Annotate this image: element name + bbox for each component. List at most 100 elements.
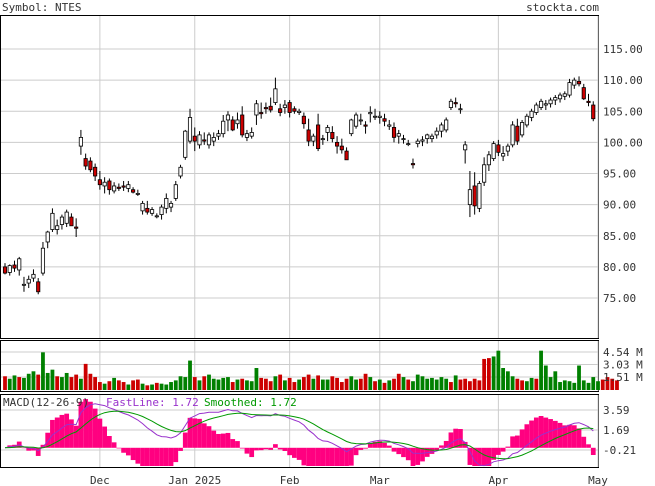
volume-bar	[41, 352, 45, 390]
candle	[240, 106, 245, 138]
candle	[586, 93, 591, 107]
volume-bar	[216, 379, 221, 390]
candle-body	[453, 102, 458, 105]
price-candles	[2, 76, 596, 295]
candle	[249, 127, 254, 139]
macd-histogram-bar	[429, 447, 435, 454]
volume-bar	[3, 376, 7, 390]
candle	[520, 119, 525, 138]
volume-bar	[93, 377, 98, 390]
volume-bar	[207, 374, 211, 390]
candle	[463, 141, 468, 164]
candle-body	[97, 179, 102, 186]
volume-bar	[501, 368, 506, 390]
candle	[358, 113, 363, 125]
volume-bar	[425, 378, 430, 390]
volume-bar	[486, 358, 491, 390]
volume-bar	[558, 382, 562, 390]
candle	[69, 213, 74, 227]
candle	[429, 133, 435, 143]
price-tick-label: 95.00	[603, 168, 636, 181]
candle	[225, 111, 231, 132]
volume-bar	[596, 381, 600, 390]
candle-body	[539, 100, 544, 108]
candle	[93, 163, 98, 181]
candle	[353, 112, 359, 129]
macd-plot	[4, 399, 596, 467]
candle	[510, 121, 515, 148]
volume-bar	[339, 382, 344, 390]
candle-body	[591, 104, 596, 120]
volume-bar	[562, 380, 567, 390]
macd-fastline	[4, 403, 594, 467]
macd-histogram-bar	[292, 447, 297, 458]
candle	[539, 98, 544, 111]
volume-bar	[430, 377, 434, 390]
candle	[496, 139, 501, 157]
candle	[88, 157, 93, 173]
volume-bar	[572, 382, 577, 390]
macd-fastline-legend: FastLine: 1.72	[106, 396, 199, 409]
candle	[377, 111, 382, 124]
macd-histogram-bar	[496, 447, 501, 455]
macd-histogram-bar	[277, 447, 283, 450]
candle	[230, 116, 235, 132]
candle	[287, 100, 292, 118]
candle-body	[78, 136, 83, 147]
candle-body	[197, 134, 202, 146]
candle	[173, 180, 178, 201]
macd-histogram-bar	[401, 447, 406, 458]
macd-histogram-bar	[325, 447, 330, 466]
volume-bar	[221, 377, 226, 390]
macd-histogram-bar	[439, 445, 444, 448]
macd-histogram-bar	[514, 435, 520, 448]
candle	[12, 260, 17, 272]
volume-bar	[154, 382, 159, 390]
macd-histogram-bar	[235, 441, 240, 448]
volume-bar	[449, 382, 453, 390]
candle	[292, 106, 297, 114]
candle-body	[353, 114, 359, 127]
candle	[548, 97, 553, 108]
macd-histogram-bar	[339, 447, 345, 466]
candle	[425, 133, 430, 144]
volume-bar	[121, 382, 126, 390]
macd-smoothed-line	[4, 410, 594, 460]
candle-body	[159, 206, 164, 215]
macd-histogram-bar	[500, 447, 506, 452]
candle	[467, 171, 472, 218]
volume-bar	[468, 381, 472, 390]
candle-body	[524, 115, 529, 126]
candle-body	[254, 103, 259, 116]
volume-bar	[477, 380, 482, 390]
macd-histogram-bar	[329, 447, 335, 466]
macd-histogram-bar	[102, 426, 107, 448]
candle-body	[448, 100, 453, 108]
volume-bar	[282, 380, 287, 390]
macd-histogram-bar	[97, 418, 103, 448]
candle	[387, 119, 392, 130]
volume-bar	[520, 380, 524, 390]
volume-bar	[22, 377, 26, 390]
candle	[254, 100, 259, 125]
candle-body	[401, 138, 406, 141]
candle	[97, 171, 102, 190]
candle	[448, 98, 453, 111]
candle-body	[59, 216, 64, 225]
candle	[2, 263, 8, 275]
macd-histogram-bar	[391, 447, 397, 452]
macd-histogram-bar	[282, 447, 288, 452]
candle-body	[116, 186, 121, 189]
candle	[40, 241, 46, 276]
volume-bar	[472, 378, 477, 390]
candle	[349, 118, 354, 137]
candle-body	[282, 104, 287, 108]
volume-bar	[183, 377, 188, 390]
macd-histogram-bar	[524, 424, 530, 448]
macd-histogram-bar	[45, 432, 51, 448]
candle-body	[2, 266, 8, 274]
candle-body	[387, 124, 392, 127]
macd-histogram-bar	[168, 447, 174, 466]
candle	[562, 91, 567, 101]
macd-histogram-bar	[125, 447, 131, 456]
